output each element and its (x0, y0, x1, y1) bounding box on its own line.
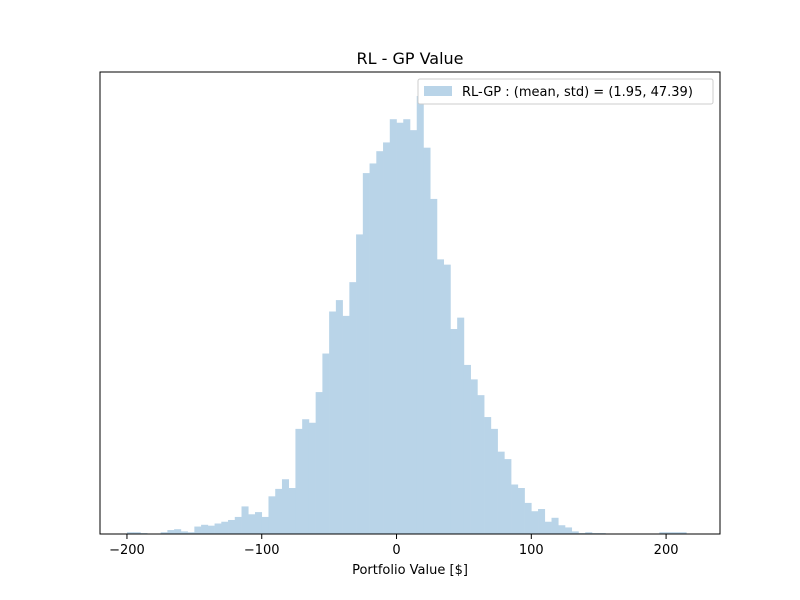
histogram-bar (504, 459, 512, 534)
histogram-bar (403, 119, 411, 535)
histogram-bar (383, 142, 391, 534)
histogram-bar (228, 519, 236, 534)
histogram-bar (517, 488, 525, 534)
histogram-bar (201, 524, 209, 534)
histogram-bar (443, 264, 451, 534)
histogram-bar (268, 496, 276, 534)
histogram-bar (281, 479, 289, 534)
histogram-bar (524, 502, 532, 534)
histogram-bar (538, 509, 546, 534)
histogram-bar (666, 532, 674, 534)
histogram-bar (302, 419, 310, 534)
histogram-bar (194, 526, 202, 534)
histogram-bar (679, 532, 687, 534)
x-axis-label: Portfolio Value [$] (352, 563, 468, 578)
histogram-bar (335, 300, 343, 534)
histogram-bar (255, 512, 263, 534)
histogram-bar (342, 315, 350, 534)
x-axis-ticks: −200 −100 0 100 200 (109, 534, 679, 558)
histogram-bar (369, 163, 377, 534)
histogram-bar (207, 525, 215, 534)
histogram-bar (457, 317, 465, 534)
legend-label: RL-GP : (mean, std) = (1.95, 47.39) (462, 85, 693, 100)
histogram-bar (558, 525, 566, 534)
histogram-bar (544, 521, 552, 534)
histogram-bar (362, 173, 370, 534)
histogram-bar (396, 122, 404, 534)
chart-title: RL - GP Value (356, 49, 463, 68)
histogram-bar (248, 514, 256, 534)
histogram-bar (470, 379, 478, 534)
histogram-bar (322, 353, 330, 534)
histogram-bar (288, 488, 296, 534)
histogram-bar (349, 282, 357, 534)
legend-box (417, 78, 714, 105)
histogram-bar (389, 119, 397, 535)
histogram-bar (497, 451, 505, 534)
x-tick-label: 0 (392, 543, 400, 558)
histogram-bar (571, 531, 579, 534)
histogram-bar (133, 532, 141, 534)
histogram-bar (531, 511, 539, 534)
histogram-bar (551, 517, 559, 534)
histogram-bar (187, 532, 195, 534)
plot-frame (99, 71, 721, 535)
x-tick-label: −100 (244, 543, 280, 558)
legend: RL-GP : (mean, std) = (1.95, 47.39) (417, 78, 714, 105)
histogram-bar (315, 392, 323, 534)
x-tick-label: 100 (519, 543, 544, 558)
histogram-bar (308, 422, 316, 534)
histogram-bar (659, 532, 667, 534)
histogram-bar (484, 417, 492, 534)
histogram-bar (672, 532, 680, 534)
histogram-bar (416, 96, 424, 534)
histogram-bar (180, 531, 188, 534)
histogram-bar (261, 516, 269, 534)
histogram-bar (126, 532, 134, 534)
x-tick-label: 200 (654, 543, 679, 558)
histogram-bar (585, 532, 593, 534)
histogram-bar (221, 521, 229, 534)
histogram-bar (295, 428, 303, 534)
histogram-bar (275, 488, 283, 534)
histogram-bar (490, 428, 498, 534)
histogram-bars (126, 96, 687, 535)
histogram-bar (167, 530, 175, 534)
histogram-bar (511, 484, 519, 534)
histogram-bar (450, 329, 458, 534)
histogram-bar (174, 529, 182, 534)
histogram-bar (376, 151, 384, 534)
legend-swatch (424, 86, 452, 96)
histogram-bar (423, 147, 431, 534)
histogram-bar (410, 130, 418, 534)
x-tick-label: −200 (109, 543, 145, 558)
histogram-bar (565, 527, 573, 534)
histogram-bar (234, 516, 242, 534)
histogram-bar (463, 364, 471, 534)
histogram-bar (477, 395, 485, 534)
histogram-bar (160, 532, 168, 534)
histogram-bar (329, 311, 337, 534)
histogram-bar (430, 198, 438, 534)
histogram-bar (436, 259, 444, 534)
histogram-bar (241, 506, 249, 534)
histogram-bar (356, 234, 364, 534)
histogram-bar (214, 523, 222, 534)
